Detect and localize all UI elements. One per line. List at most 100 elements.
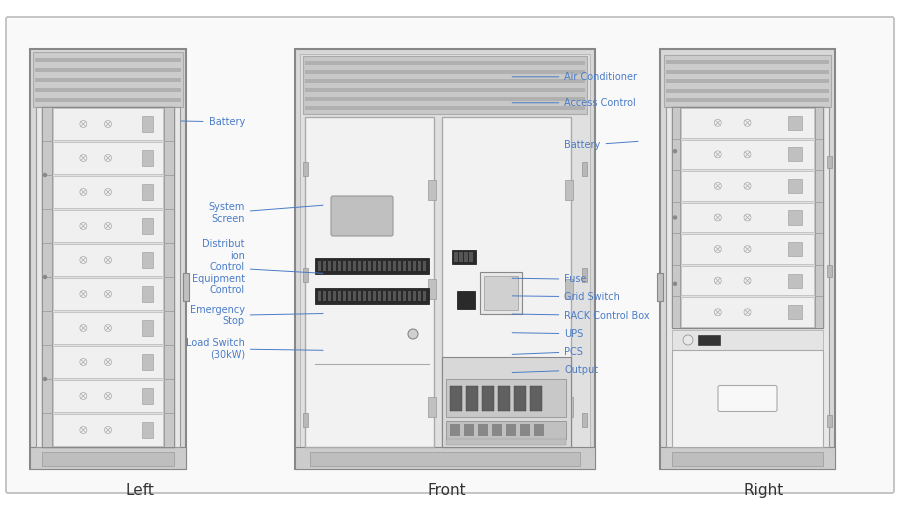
Bar (492, 424, 502, 436)
Bar (378, 261, 381, 271)
Circle shape (683, 335, 693, 345)
Bar (815, 107, 823, 328)
Bar (303, 56, 587, 114)
Bar (446, 439, 566, 445)
Bar (363, 261, 366, 271)
Circle shape (673, 149, 677, 153)
Bar (42, 452, 174, 466)
Text: Battery: Battery (564, 140, 638, 151)
Bar (388, 291, 391, 301)
Bar (666, 107, 829, 447)
Bar (657, 273, 663, 301)
Bar (464, 424, 474, 436)
Bar (383, 291, 386, 301)
Bar (428, 279, 436, 298)
Text: PCS: PCS (512, 347, 583, 357)
Bar (373, 261, 376, 271)
Bar (413, 291, 416, 301)
Bar (348, 291, 351, 301)
Bar (353, 261, 356, 271)
Text: Right: Right (743, 483, 783, 498)
Bar (452, 250, 476, 264)
Bar (428, 397, 436, 417)
Bar (672, 107, 680, 328)
Bar (353, 291, 356, 301)
Bar (53, 244, 163, 276)
Bar (788, 147, 802, 161)
Bar (457, 291, 475, 309)
Bar (141, 252, 153, 268)
FancyBboxPatch shape (718, 386, 777, 412)
Bar (681, 140, 814, 169)
Bar (520, 424, 530, 436)
Bar (827, 415, 832, 427)
Bar (141, 320, 153, 336)
Circle shape (483, 275, 491, 283)
Bar (303, 268, 308, 282)
Bar (660, 447, 835, 469)
Text: UPS: UPS (512, 329, 583, 339)
Bar (295, 49, 595, 469)
Bar (442, 117, 571, 447)
Bar (141, 422, 153, 438)
Bar (141, 388, 153, 404)
Bar (295, 447, 595, 469)
Bar (428, 180, 436, 199)
Bar (498, 386, 510, 411)
Bar (333, 291, 336, 301)
Text: Distribut
ion
Control
Equipment
Control: Distribut ion Control Equipment Control (192, 239, 323, 295)
Bar (681, 266, 814, 295)
Bar (666, 98, 829, 102)
Bar (36, 107, 180, 447)
Bar (42, 107, 174, 447)
Text: Load Switch
(30kW): Load Switch (30kW) (186, 338, 323, 360)
Bar (681, 234, 814, 264)
Bar (398, 261, 401, 271)
Bar (484, 276, 518, 310)
Bar (164, 107, 174, 447)
Bar (358, 261, 361, 271)
Text: Left: Left (125, 483, 154, 498)
Bar (666, 79, 829, 84)
Bar (305, 105, 585, 110)
Bar (672, 107, 823, 328)
Bar (666, 60, 829, 64)
FancyBboxPatch shape (6, 17, 894, 493)
Bar (681, 171, 814, 201)
Circle shape (43, 377, 47, 380)
Bar (565, 279, 573, 298)
Bar (383, 261, 386, 271)
Bar (530, 386, 542, 411)
Bar (788, 305, 802, 319)
Bar (408, 261, 411, 271)
Bar (53, 380, 163, 412)
Bar (788, 116, 802, 130)
Bar (446, 421, 566, 439)
Bar (300, 54, 590, 464)
Bar (378, 291, 381, 301)
Bar (672, 350, 823, 447)
Bar (323, 291, 326, 301)
Bar (363, 291, 366, 301)
Bar (30, 447, 186, 469)
Text: Battery: Battery (181, 117, 245, 127)
Bar (827, 265, 832, 277)
Text: Grid Switch: Grid Switch (512, 292, 620, 302)
Bar (318, 291, 321, 301)
Bar (373, 291, 376, 301)
Bar (418, 291, 421, 301)
Bar (664, 55, 831, 107)
Bar (35, 88, 181, 92)
Bar (53, 210, 163, 242)
Circle shape (43, 173, 47, 176)
Bar (565, 180, 573, 199)
Bar (305, 97, 585, 101)
Circle shape (673, 282, 677, 285)
Bar (35, 67, 181, 72)
Bar (141, 218, 153, 234)
Bar (141, 151, 153, 166)
Circle shape (496, 275, 504, 283)
FancyBboxPatch shape (331, 196, 393, 236)
Bar (141, 286, 153, 302)
Text: RACK Control Box: RACK Control Box (512, 310, 650, 321)
